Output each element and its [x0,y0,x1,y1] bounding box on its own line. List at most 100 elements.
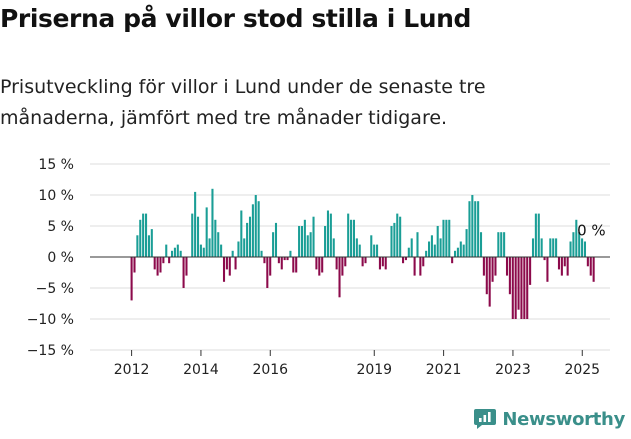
bar [214,219,217,257]
bar [442,219,445,257]
bar [176,244,179,257]
brand-logo: Newsworthy [473,408,625,430]
y-tick-label: 15 % [38,157,74,173]
bar [315,257,318,270]
bar [170,250,174,257]
bar [344,257,347,267]
bar [277,257,280,264]
bar [578,232,581,257]
bar [589,257,592,276]
bar [248,216,252,257]
bar [361,257,364,267]
x-tick-label: 2021 [426,362,462,378]
bar [517,257,520,310]
y-tick-label: 0 % [47,250,74,266]
bar [217,232,220,257]
bar [211,188,214,257]
bar [260,250,263,257]
bar [540,238,543,257]
bar [436,226,439,257]
bar [326,210,330,257]
bar [246,222,249,257]
bar [552,238,555,257]
bar [404,257,407,261]
bar [433,244,436,257]
bar [205,207,208,257]
bar [543,257,546,261]
bar [269,257,272,276]
bar [413,257,416,276]
bar [150,229,153,257]
bar [228,257,231,276]
bar [428,241,431,257]
bar [575,219,578,257]
chart-annotation: 0 % [577,221,606,239]
bar [352,219,355,257]
bar [263,257,266,264]
bar [182,257,185,288]
bar [410,238,413,257]
bar [153,257,156,270]
bar [456,247,459,257]
bar [324,226,327,257]
bar [231,250,234,257]
bar [425,250,428,257]
bar [133,257,136,273]
bar [147,235,150,257]
bar [393,222,396,257]
bar [482,257,485,276]
bar [497,232,500,257]
bar [563,257,566,267]
bar [514,257,517,319]
x-tick-label: 2025 [564,362,600,378]
bar [309,232,312,257]
bar [586,257,589,267]
bar [145,213,148,257]
bar [384,257,387,270]
bar [520,257,523,319]
bar [168,257,171,264]
bar [142,213,145,257]
bars [130,188,595,319]
bar [477,201,480,257]
bar [491,257,494,282]
bar [560,257,563,276]
bar [165,244,168,257]
bar [439,238,442,257]
bar [381,257,384,267]
y-axis-labels: 15 % 10 % 5 % 0 % −5 % −10 % −15 % [27,157,74,359]
bar [208,238,211,257]
x-tick-label: 2012 [114,362,150,378]
y-tick-label: 5 % [47,219,74,235]
bar-chart: 15 %10 %5 %0 %−5 %−10 %−15 % 2012 2014 201… [27,157,610,378]
y-tick-label: −10 % [27,312,74,328]
bar [274,222,278,257]
bar [318,257,321,276]
bar [222,257,226,282]
x-tick-label: 2016 [252,362,288,378]
bar [479,232,483,257]
bar [272,232,275,257]
bar [130,257,133,301]
bar [234,257,237,270]
bar [376,244,379,257]
bar [474,201,477,257]
bar [494,257,497,276]
bar [243,238,246,257]
bar [523,257,526,319]
chart-subtitle: Prisutveckling för villor i Lund under d… [0,76,486,129]
bar [453,250,457,257]
bar [555,238,558,257]
bar [529,257,532,285]
bar [254,195,257,257]
bar [341,257,344,276]
bar [185,257,188,276]
bar [240,210,243,257]
bar [503,232,506,257]
bar [468,201,471,257]
bar [402,257,405,264]
bar [156,257,159,276]
bar [364,257,367,264]
y-tick-label: −15 % [27,343,74,359]
bar [159,257,162,273]
